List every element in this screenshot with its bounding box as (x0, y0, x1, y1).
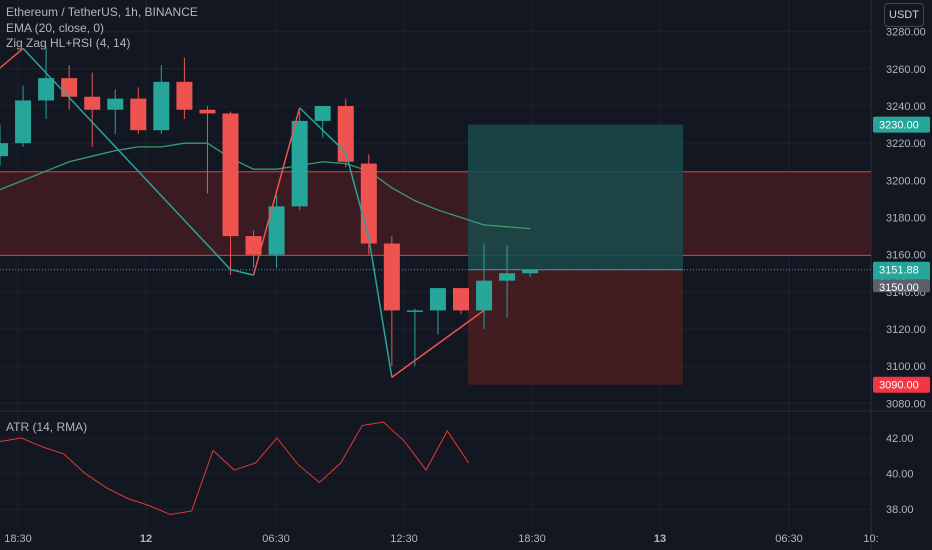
stop-price-badge-text: 3090.00 (879, 380, 919, 392)
level-badge-bg (873, 279, 930, 293)
zigzag-segment (22, 47, 232, 271)
time-tick-label: 06:30 (775, 533, 803, 545)
loss-zone (468, 269, 683, 385)
time-tick-label: 06:30 (262, 533, 290, 545)
candle-body (107, 98, 124, 110)
ema-line (0, 142, 531, 230)
candle-body (522, 269, 539, 274)
zigzag-segment (230, 268, 254, 276)
price-tick-label: 3280.00 (886, 27, 926, 39)
last-price-badge-text: 3151.88 (879, 265, 919, 277)
candle-body (222, 113, 239, 237)
price-tick-label: 3220.00 (886, 138, 926, 150)
target-price-badge-text: 3230.00 (879, 120, 919, 132)
candle-body (314, 106, 331, 121)
candle-body (61, 78, 78, 97)
zigzag-segment (368, 237, 393, 378)
candle-body (153, 81, 170, 131)
price-tick-label: 3160.00 (886, 250, 926, 262)
candle-body (176, 81, 193, 110)
symbol-title[interactable]: Ethereum / TetherUS, 1h, BINANCE (6, 5, 198, 19)
currency-button[interactable]: USDT (884, 3, 924, 27)
candle-body (429, 288, 446, 311)
price-tick-label: 3080.00 (886, 398, 926, 410)
zones-layer (0, 124, 871, 385)
candle-body (360, 163, 377, 244)
time-tick-label: 12:30 (390, 533, 418, 545)
candle-body (0, 143, 8, 157)
candle-body (499, 273, 516, 281)
candle-body (476, 280, 493, 311)
candle-body (84, 96, 101, 110)
level-badge-text: 3150.00 (879, 282, 919, 294)
atr-legend[interactable]: ATR (14, RMA) (6, 420, 88, 434)
time-tick-label: 12 (140, 533, 152, 545)
price-tick-label: 3260.00 (886, 64, 926, 76)
zigzag-segment (345, 152, 370, 239)
profit-zone (468, 124, 683, 270)
price-tick-label: 3240.00 (886, 101, 926, 113)
price-tick-label: 3120.00 (886, 324, 926, 336)
ema-layer (0, 142, 531, 230)
time-tick-label: 13 (654, 533, 666, 545)
time-tick-label: 18:30 (518, 533, 546, 545)
candle-body (130, 98, 147, 131)
candle-body (406, 310, 423, 312)
target-price-badge-bg (873, 116, 930, 133)
candle-body (245, 236, 262, 255)
candle-body (38, 78, 55, 101)
zigzag-segment (299, 107, 347, 154)
candle-body (199, 109, 216, 114)
price-tick-label: 3200.00 (886, 175, 926, 187)
candle-body (268, 206, 285, 255)
stop-price-badge-bg (873, 376, 930, 393)
atr-tick-label: 42.00 (886, 433, 914, 445)
time-tick-label: 10: (863, 533, 878, 545)
price-axis[interactable]: 3080.003100.003120.003140.003160.003180.… (886, 27, 926, 517)
zigzag-legend[interactable]: Zig Zag HL+RSI (4, 14) (6, 36, 131, 50)
price-tick-label: 3180.00 (886, 213, 926, 225)
price-tick-label: 3100.00 (886, 361, 926, 373)
ema-legend[interactable]: EMA (20, close, 0) (6, 21, 105, 35)
candle-body (15, 100, 32, 144)
time-tick-label: 18:30 (4, 533, 32, 545)
zigzag-segment (391, 309, 485, 378)
time-axis[interactable]: 18:30 12 06:30 12:30 18:30 13 06:30 10: (4, 533, 878, 545)
atr-tick-label: 40.00 (886, 469, 914, 481)
candle-body (291, 120, 308, 207)
candle-body (383, 243, 400, 311)
atr-tick-label: 38.00 (886, 504, 914, 516)
candle-body (453, 288, 469, 311)
zigzag-segment (252, 107, 301, 276)
zigzag-layer (0, 47, 485, 378)
atr-line (0, 421, 470, 516)
zigzag-segment (0, 47, 24, 69)
atr-layer (0, 421, 470, 516)
resistance-zone (0, 171, 871, 256)
